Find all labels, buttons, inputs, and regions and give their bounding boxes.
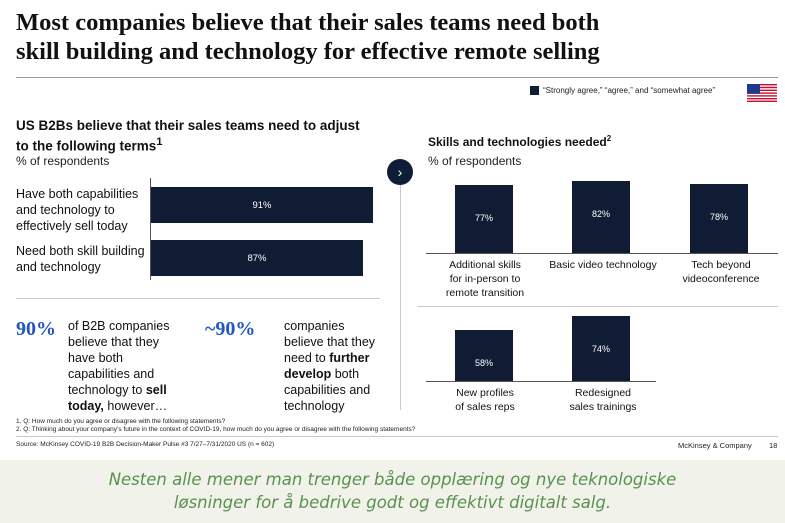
vbar-category-label-1: Additional skills for in-person to remot…: [445, 259, 525, 299]
caption-band: [0, 460, 785, 523]
left-chart-title: US B2Bs believe that their sales teams n…: [16, 117, 381, 155]
vbar-data-label-3: 78%: [709, 212, 728, 222]
left-chart-subtitle: % of respondents: [16, 154, 110, 168]
footnote-ref-1: 1: [156, 136, 163, 148]
caption-line-2: løsninger for å bedrive godt og effektiv…: [173, 493, 612, 512]
left-title-line-2: to the following terms1: [16, 136, 163, 154]
vbar-data-label-1: 77%: [474, 213, 493, 223]
hbar-bar-1: 91%: [151, 187, 373, 223]
vbar-bar-4: 58%: [455, 330, 513, 381]
slide-title: Most companies believe that their sales …: [16, 8, 716, 66]
stat-text-2: companies believe that they need to furt…: [284, 319, 376, 413]
panel-divider: [400, 180, 401, 410]
right-chart-subtitle: % of respondents: [428, 154, 522, 168]
vbar-bar-3: 78%: [690, 184, 748, 253]
legend-label: “Strongly agree,” “agree,” and “somewhat…: [543, 86, 716, 95]
title-divider: [16, 77, 778, 78]
vbar-category-label-4: New profiles of sales reps: [455, 387, 515, 413]
chevron-right-icon: ›: [387, 159, 413, 185]
hbar-data-label-1: 91%: [252, 199, 272, 211]
hbar-category-label-1: Have both capabilities and technology to…: [16, 187, 139, 233]
footnote-1: 1. Q: How much do you agree or disagree …: [16, 418, 226, 425]
vbar-axis-row-1: [426, 253, 778, 254]
vbar-bar-5: 74%: [572, 316, 630, 381]
legend: “Strongly agree,” “agree,” and “somewhat…: [530, 86, 715, 95]
vbar-data-label-2: 82%: [591, 209, 610, 219]
stat-value-2: ~90%: [205, 318, 256, 340]
brand-name: McKinsey & Company: [678, 441, 752, 450]
legend-swatch: [530, 86, 539, 95]
stat-text-1: of B2B companies believe that they have …: [68, 319, 170, 413]
left-section-divider: [16, 298, 380, 299]
hbar-category-label-2: Need both skill building and technology: [16, 244, 145, 274]
vbar-category-label-5: Redesigned sales trainings: [569, 387, 637, 413]
title-line-2: skill building and technology for effect…: [16, 38, 600, 65]
vbar-axis-row-2: [426, 381, 656, 382]
vbar-bar-1: 77%: [455, 185, 513, 253]
footnotes: 1. Q: How much do you agree or disagree …: [16, 418, 415, 434]
right-chart-title: Skills and technologies needed2: [428, 134, 612, 149]
caption-line-1: Nesten alle mener man trenger både opplæ…: [108, 470, 677, 489]
vbar-data-label-4: 58%: [474, 358, 493, 368]
title-line-1: Most companies believe that their sales …: [16, 9, 600, 36]
footer-divider: [16, 436, 778, 437]
hbar-bar-2: 87%: [151, 240, 363, 276]
vbar-category-label-2: Basic video technology: [549, 259, 657, 271]
vbar-bar-2: 82%: [572, 181, 630, 253]
caption: Nesten alle mener man trenger både opplæ…: [0, 468, 785, 514]
hbar-axis: [150, 178, 151, 280]
footnote-2: 2. Q: Thinking about your company’s futu…: [16, 426, 416, 433]
vbar-category-label-3: Tech beyond videoconference: [682, 259, 760, 285]
page-number: 18: [769, 441, 778, 450]
right-section-divider: [418, 306, 778, 307]
stat-value-1: 90%: [16, 318, 56, 340]
vbar-data-label-5: 74%: [591, 344, 610, 354]
hbar-data-label-2: 87%: [247, 252, 267, 264]
footnote-ref-2: 2: [606, 134, 612, 143]
us-flag-icon: [747, 84, 777, 102]
left-title-line-1: US B2Bs believe that their sales teams n…: [16, 118, 360, 133]
source-note: Source: McKinsey COVID-19 B2B Decision-M…: [16, 441, 275, 448]
